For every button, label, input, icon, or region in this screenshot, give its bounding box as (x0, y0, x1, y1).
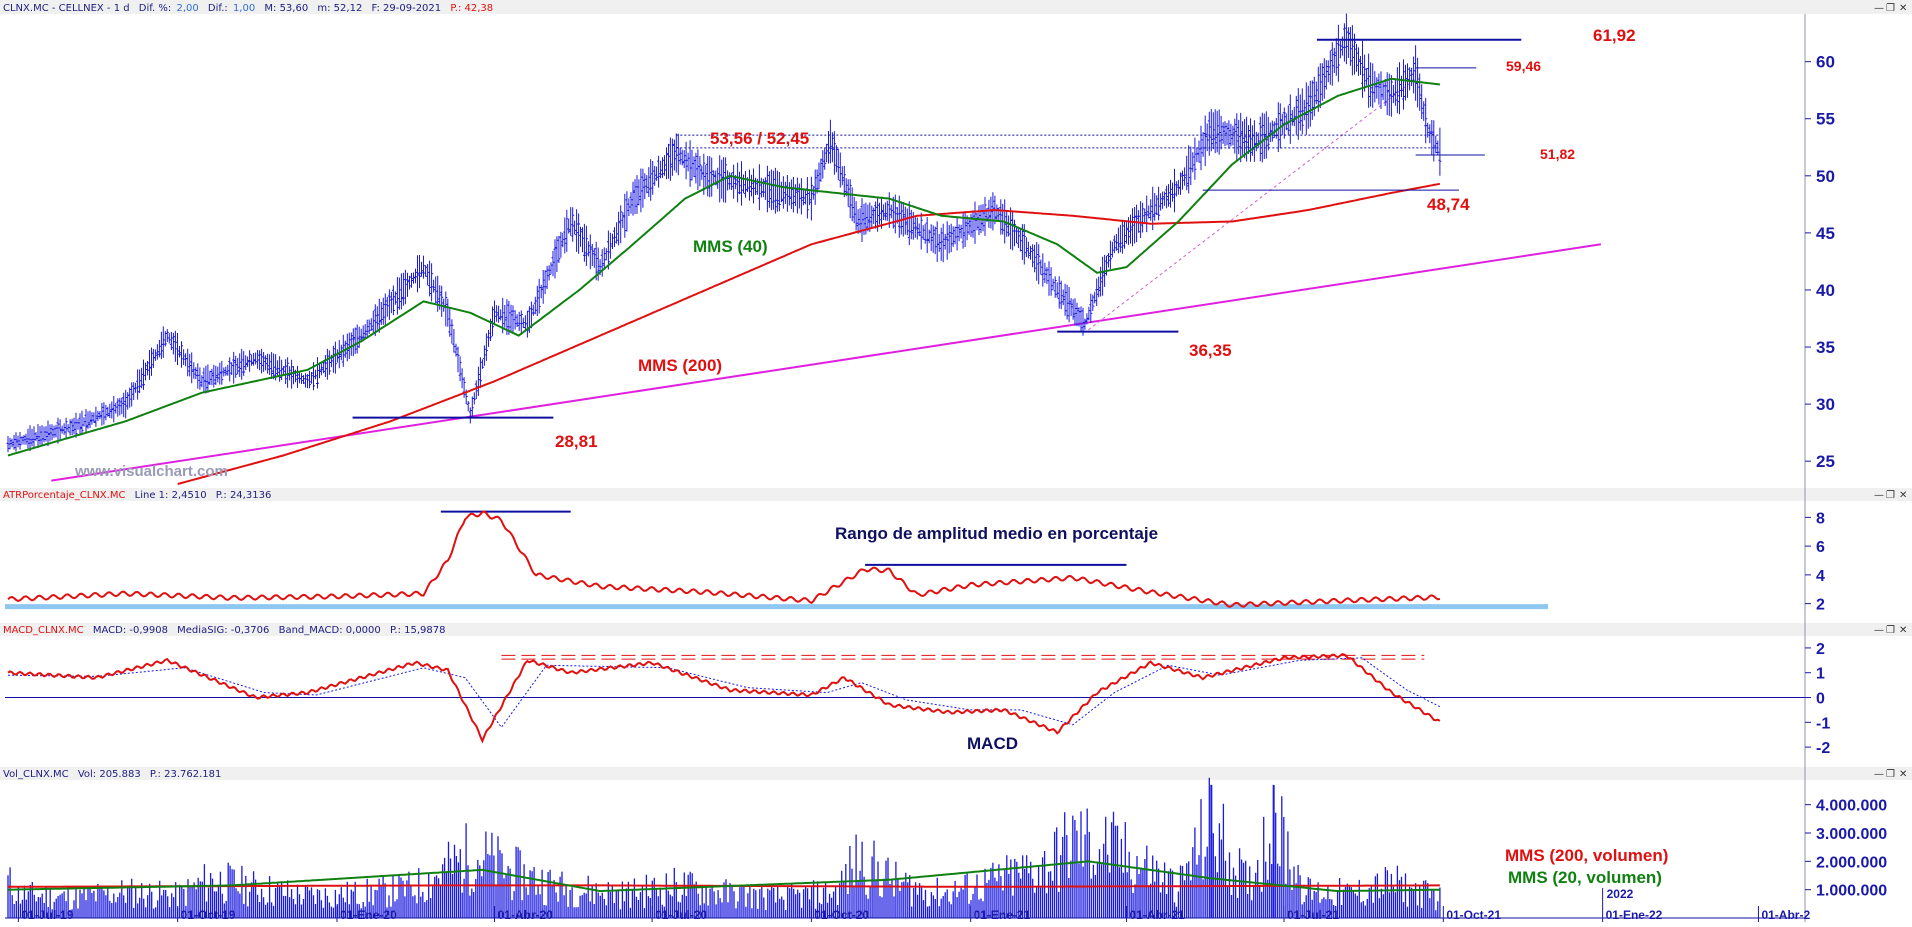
x-tick-label: 01-Oct-21 (1446, 908, 1501, 922)
close-icon[interactable]: ✕ (1899, 490, 1907, 501)
vol-mms200-label: MMS (200, volumen) (1505, 846, 1668, 865)
mms200-line (177, 182, 1441, 485)
price-header-bar (0, 0, 1912, 14)
restore-icon[interactable]: ❐ (1886, 769, 1895, 780)
vol-mms20-line (7, 860, 1440, 893)
x-tick-label: 01-Jul-20 (655, 908, 707, 922)
price-y-tick-label: 50 (1816, 167, 1835, 186)
macd-y-tick-label: 2 (1816, 641, 1825, 658)
macd-y-tick-label: -2 (1816, 740, 1830, 757)
vol-y-tick-label: 3.000.000 (1816, 826, 1887, 843)
vol-y-tick-label: 4.000.000 (1816, 798, 1887, 815)
price-bars (6, 13, 1442, 453)
mms200-label: MMS (200) (638, 356, 722, 375)
volume-header-bar (0, 767, 1912, 780)
x-tick-label: 01-Abr-2 (1761, 908, 1810, 922)
vol-y-tick-label: 1.000.000 (1816, 883, 1887, 900)
restore-icon[interactable]: ❐ (1886, 490, 1895, 501)
macd-line (7, 653, 1441, 744)
trend-line (51, 243, 1602, 482)
x-tick-label: 01-Abr-21 (1129, 908, 1185, 922)
atr-line (7, 510, 1441, 608)
level-label: 48,74 (1427, 195, 1470, 214)
minimize-icon[interactable]: — (1874, 490, 1884, 501)
minimize-icon[interactable]: — (1874, 769, 1884, 780)
x-axis: 01-Jul-19 01-Oct-19 01-Ene-20 01-Abr-20 01-J… (17, 887, 1810, 922)
level-label: 61,92 (1593, 26, 1636, 45)
x-tick-label: 01-Abr-20 (498, 908, 554, 922)
restore-icon[interactable]: ❐ (1886, 625, 1895, 636)
atr-y-tick-label: 6 (1816, 539, 1825, 556)
volume-header: Vol_CLNX.MC Vol: 205.883 P.: 23.762.181 (3, 769, 221, 780)
year-marker: 2022 (1607, 887, 1634, 901)
price-window-controls: — ❐ ✕ (1874, 3, 1907, 14)
x-tick-label: 01-Oct-19 (181, 908, 236, 922)
atr-header: ATRPorcentaje_CLNX.MC Line 1: 2,4510 P.:… (3, 490, 271, 501)
macd-y-tick-label: -1 (1816, 715, 1830, 732)
atr-panel: 2 4 6 8 (5, 510, 1825, 614)
x-tick-label: 01-Jul-19 (21, 908, 73, 922)
x-tick-label: 01-Ene-21 (974, 908, 1031, 922)
x-tick-label: 01-Ene-20 (340, 908, 397, 922)
price-y-tick-label: 35 (1816, 338, 1835, 357)
minimize-icon[interactable]: — (1874, 625, 1884, 636)
atr-header-bar (0, 488, 1912, 501)
vol-mms20-label: MMS (20, volumen) (1508, 868, 1662, 887)
x-tick-label: 01-Oct-20 (814, 908, 869, 922)
price-header: CLNX.MC - CELLNEX - 1 d Dif. %: 2,00 Dif… (3, 3, 493, 14)
macd-header: MACD_CLNX.MC MACD: -0,9908 MediaSIG: -0,… (3, 625, 446, 636)
x-tick-label: 01-Jul-21 (1287, 908, 1339, 922)
volume-panel: 1.000.000 2.000.000 3.000.000 4.000.000 (5, 777, 1887, 919)
price-y-tick-label: 60 (1816, 53, 1835, 72)
restore-icon[interactable]: ❐ (1886, 3, 1895, 14)
price-y-tick-label: 30 (1816, 395, 1835, 414)
price-panel: 25 30 35 40 45 50 55 60 61,92 59,46 51,82 48,74 53,5… (6, 13, 1835, 485)
atr-y-tick-label: 8 (1816, 510, 1825, 527)
level-label: 53,56 / 52,45 (710, 129, 809, 148)
mms40-label: MMS (40) (693, 237, 768, 256)
macd-title: MACD (967, 734, 1018, 753)
price-y-tick-label: 40 (1816, 281, 1835, 300)
watermark: www.visualchart.com (74, 463, 228, 480)
level-label: 59,46 (1506, 58, 1541, 74)
price-y-tick-label: 25 (1816, 452, 1835, 471)
vol-y-tick-label: 2.000.000 (1816, 854, 1887, 871)
close-icon[interactable]: ✕ (1899, 625, 1907, 636)
volume-window-controls: — ❐ ✕ (1874, 769, 1907, 780)
volume-bars (7, 777, 1441, 918)
level-label: 28,81 (555, 432, 598, 451)
atr-title: Rango de amplitud medio en porcentaje (835, 524, 1158, 543)
x-tick-label: 01-Ene-22 (1606, 908, 1663, 922)
support-dotted-line (1088, 78, 1416, 331)
minimize-icon[interactable]: — (1874, 3, 1884, 14)
close-icon[interactable]: ✕ (1899, 769, 1907, 780)
level-label: 36,35 (1189, 341, 1232, 360)
price-y-tick-label: 55 (1816, 110, 1835, 129)
mms40-line (7, 77, 1441, 457)
macd-y-tick-label: 0 (1816, 691, 1825, 708)
macd-panel: -2 -1 0 1 2 (5, 641, 1830, 757)
atr-y-tick-label: 2 (1816, 597, 1825, 614)
price-y-tick-label: 45 (1816, 224, 1835, 243)
level-label: 51,82 (1540, 146, 1575, 162)
macd-y-tick-label: 1 (1816, 666, 1825, 683)
atr-y-tick-label: 4 (1816, 568, 1825, 585)
macd-window-controls: — ❐ ✕ (1874, 625, 1907, 636)
macd-header-bar (0, 623, 1912, 636)
close-icon[interactable]: ✕ (1899, 3, 1907, 14)
atr-window-controls: — ❐ ✕ (1874, 490, 1907, 501)
